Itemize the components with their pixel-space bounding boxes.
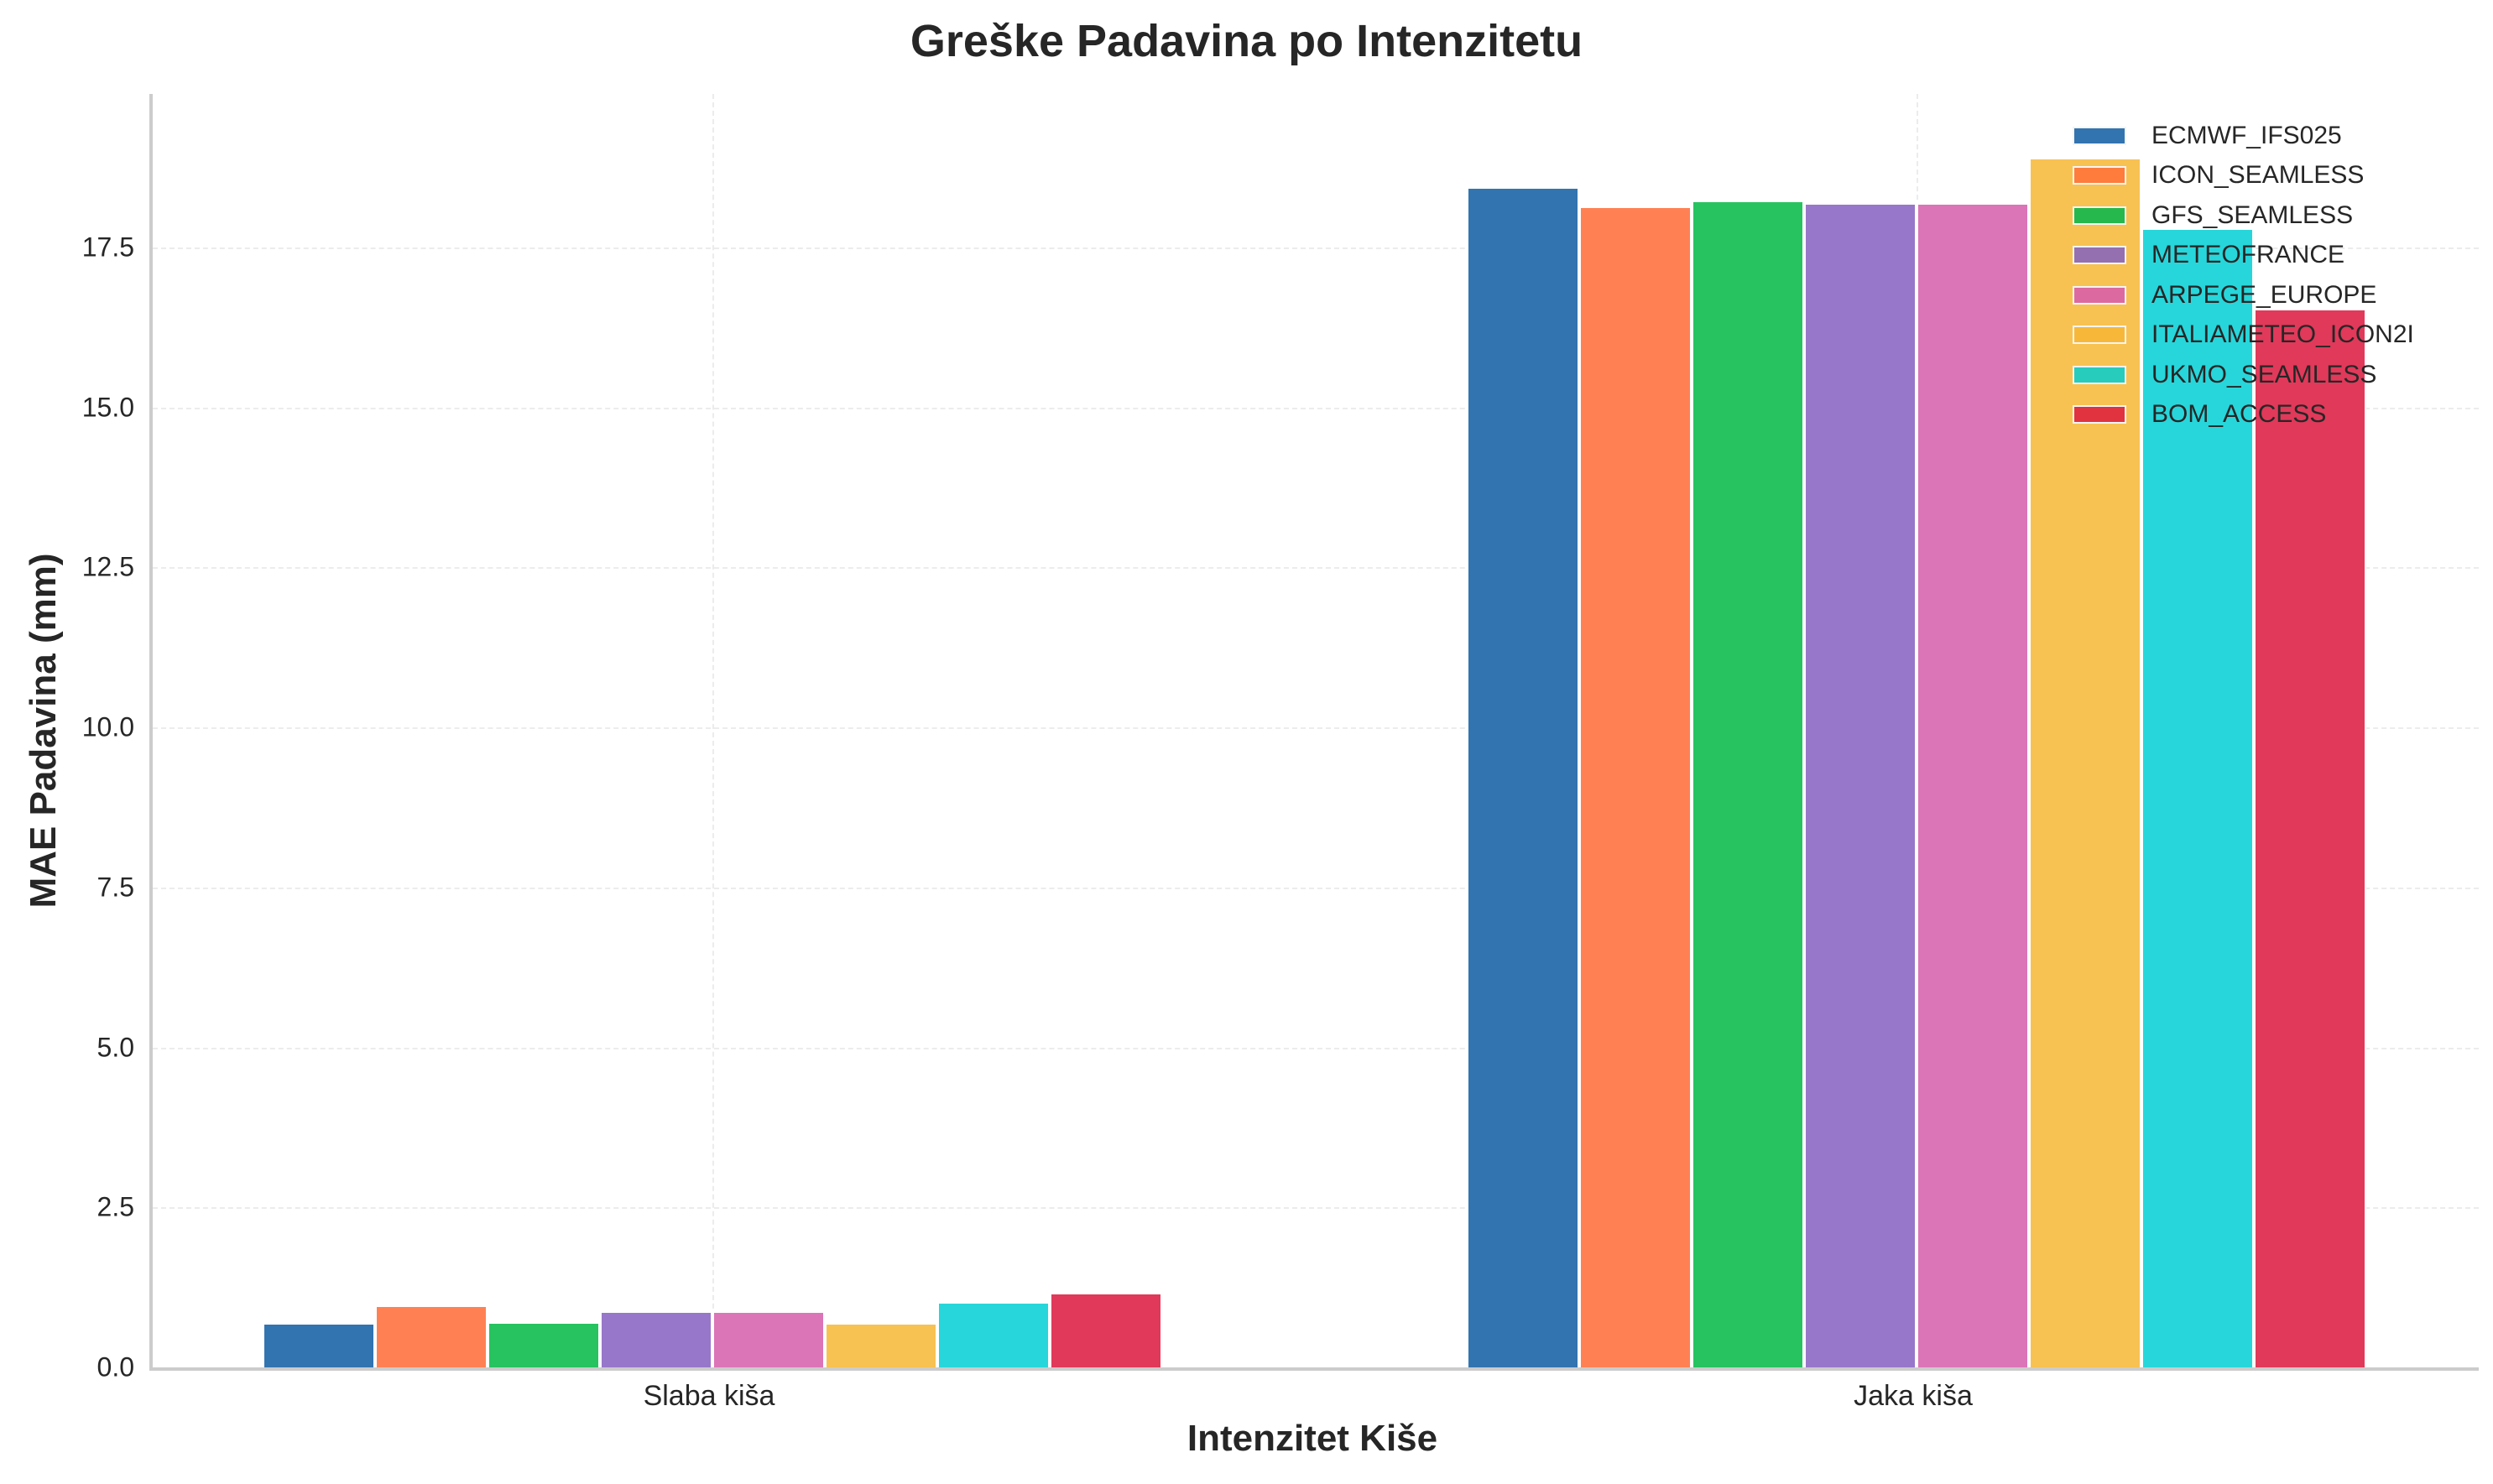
h-gridline [153, 1047, 2479, 1049]
legend-label: ICON_SEAMLESS [2151, 161, 2365, 190]
bar-meteofrance-0 [600, 1310, 712, 1367]
bar-meteofrance-1 [1804, 202, 1917, 1367]
h-gridline [153, 407, 2479, 409]
legend-swatch-icon [2073, 126, 2126, 145]
bar-icon-seamless-0 [375, 1305, 488, 1367]
bar-bom-access-0 [1050, 1292, 1162, 1367]
bar-italiameteo-icon2i-0 [825, 1323, 937, 1367]
x-axis-label: Intenzitet Kiše [1187, 1418, 1438, 1459]
bar-arpege-europe-1 [1917, 202, 2029, 1367]
bar-icon-seamless-1 [1579, 206, 1692, 1367]
legend-label: UKMO_SEAMLESS [2151, 360, 2377, 388]
chart-title: Greške Padavina po Intenzitetu [910, 16, 1583, 66]
legend-item: GFS_SEAMLESS [2073, 195, 2414, 236]
legend-label: ITALIAMETEO_ICON2I [2151, 320, 2414, 349]
bar-gfs-seamless-0 [488, 1321, 600, 1367]
y-tick-label: 17.5 [81, 232, 134, 263]
legend-label: ECMWF_IFS025 [2151, 121, 2342, 149]
bar-ukmo-seamless-0 [937, 1302, 1050, 1367]
legend-swatch-icon [2073, 285, 2126, 305]
y-tick-label: 12.5 [81, 551, 134, 582]
y-tick-label: 10.0 [81, 711, 134, 742]
bar-ecmwf-ifs025-0 [263, 1323, 375, 1367]
legend-swatch-icon [2073, 166, 2126, 185]
legend-swatch-icon [2073, 365, 2126, 384]
y-tick-label: 2.5 [96, 1191, 134, 1222]
legend-item: ICON_SEAMLESS [2073, 156, 2414, 196]
bar-arpege-europe-0 [712, 1310, 825, 1367]
y-tick-label: 7.5 [96, 872, 134, 903]
y-tick-label: 15.0 [81, 392, 134, 423]
legend-swatch-icon [2073, 246, 2126, 265]
h-gridline [153, 1207, 2479, 1210]
v-gridline [712, 94, 714, 1367]
x-tick-label: Jaka kiša [1854, 1380, 1973, 1412]
legend-swatch-icon [2073, 206, 2126, 225]
legend-item: ITALIAMETEO_ICON2I [2073, 315, 2414, 356]
h-gridline [153, 727, 2479, 730]
legend-item: UKMO_SEAMLESS [2073, 355, 2414, 395]
bar-gfs-seamless-1 [1692, 200, 1804, 1367]
y-tick-label: 0.0 [96, 1351, 134, 1382]
legend-item: METEOFRANCE [2073, 236, 2414, 276]
plot-area [149, 94, 2479, 1371]
h-gridline [153, 887, 2479, 889]
legend: ECMWF_IFS025 ICON_SEAMLESS GFS_SEAMLESS MET… [2073, 116, 2414, 435]
legend-label: ARPEGE_EUROPE [2151, 280, 2377, 309]
legend-label: GFS_SEAMLESS [2151, 200, 2354, 229]
legend-item: ARPEGE_EUROPE [2073, 275, 2414, 315]
bar-ukmo-seamless-1 [2141, 228, 2254, 1367]
legend-swatch-icon [2073, 325, 2126, 345]
h-gridline [153, 247, 2479, 250]
legend-swatch-icon [2073, 405, 2126, 424]
bar-bom-access-1 [2254, 308, 2366, 1367]
y-tick-label: 5.0 [96, 1032, 134, 1063]
h-gridline [153, 567, 2479, 570]
legend-item: BOM_ACCESS [2073, 395, 2414, 435]
x-tick-label: Slaba kiša [643, 1380, 775, 1412]
bar-italiameteo-icon2i-1 [2029, 157, 2141, 1367]
legend-item: ECMWF_IFS025 [2073, 116, 2414, 156]
legend-label: BOM_ACCESS [2151, 400, 2327, 429]
legend-label: METEOFRANCE [2151, 241, 2345, 269]
bar-ecmwf-ifs025-1 [1467, 187, 1579, 1367]
